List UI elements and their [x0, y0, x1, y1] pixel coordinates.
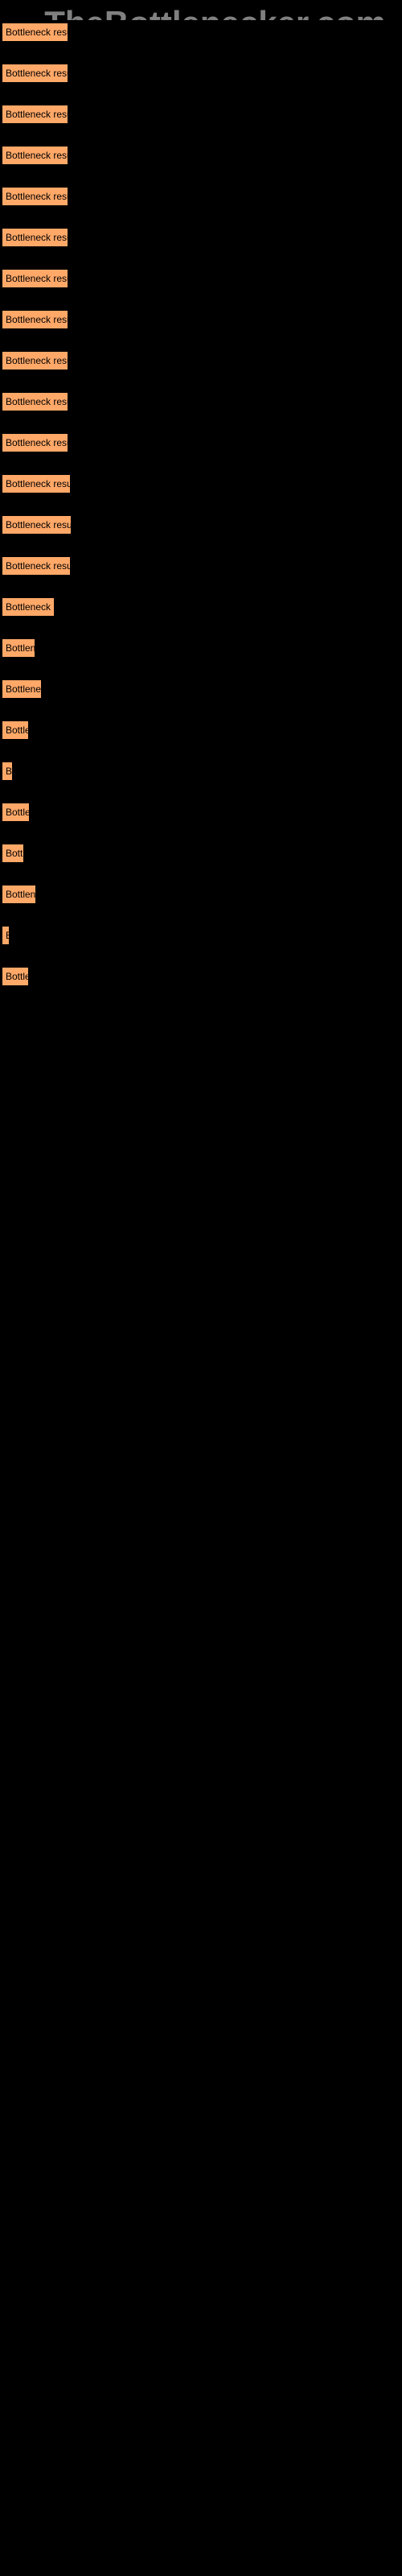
- bar-label: Bottleneck result: [6, 68, 68, 79]
- bar-label: Bottleneck result: [6, 355, 68, 366]
- chart-bar: Bottleneck result: [2, 392, 68, 411]
- bar-label: B: [6, 930, 9, 941]
- bar-label: Bottleneck result: [6, 560, 70, 572]
- chart-bar: Bottleneck result: [2, 64, 68, 83]
- chart-bar: Bottlene: [2, 638, 35, 658]
- bar-row: Bottleneck result: [2, 556, 402, 576]
- bar-label: Bottleneck result: [6, 519, 71, 530]
- chart-bar: Bottleneck result: [2, 105, 68, 124]
- bar-row: Bottleneck: [2, 679, 402, 699]
- bar-label: Bottleneck re: [6, 601, 54, 613]
- bar-label: Bottleneck result: [6, 232, 68, 243]
- bar-label: Bottlene: [6, 642, 35, 654]
- bar-label: Bo: [6, 766, 12, 777]
- bar-label: Bottleneck result: [6, 150, 68, 161]
- chart-bar: Bottleneck result: [2, 515, 72, 535]
- chart-bar: Bottle: [2, 803, 30, 822]
- chart-bar: Bottleneck result: [2, 23, 68, 42]
- chart-bar: Bo: [2, 762, 13, 781]
- bar-label: Bottleneck result: [6, 109, 68, 120]
- bar-row: Bottleneck result: [2, 228, 402, 247]
- bar-row: Bottlene: [2, 638, 402, 658]
- bar-label: Bottle: [6, 724, 28, 736]
- bar-label: Bottle: [6, 971, 28, 982]
- bar-row: Bottleneck result: [2, 433, 402, 452]
- bar-row: Bottleneck result: [2, 474, 402, 493]
- bar-label: Bottleneck result: [6, 273, 68, 284]
- bar-label: Bottleneck result: [6, 396, 68, 407]
- bar-row: Bottle: [2, 967, 402, 986]
- bar-row: Bottle: [2, 720, 402, 740]
- bar-row: Bottleneck result: [2, 105, 402, 124]
- chart-bar: Bottleneck result: [2, 474, 71, 493]
- bar-row: Bottleneck result: [2, 146, 402, 165]
- bar-row: Bottle: [2, 803, 402, 822]
- chart-bar: Bottleneck result: [2, 310, 68, 329]
- bar-row: Bottleneck result: [2, 515, 402, 535]
- chart-bar: Bottleneck result: [2, 146, 68, 165]
- bar-row: Bottleneck result: [2, 23, 402, 42]
- bar-label: Bottleneck result: [6, 478, 70, 489]
- bar-row: Bottleneck result: [2, 64, 402, 83]
- chart-bar: Bottleneck re: [2, 597, 55, 617]
- chart-bar: Bottleneck result: [2, 556, 71, 576]
- bar-label: Bottleneck result: [6, 27, 68, 38]
- chart-bar: Bottleneck result: [2, 187, 68, 206]
- chart-bar: Bottleneck result: [2, 433, 68, 452]
- chart-bar: Bottl: [2, 844, 24, 863]
- bar-row: Bottleneck result: [2, 392, 402, 411]
- bars-wrapper: Bottleneck result Bottleneck result Bottle…: [2, 23, 402, 1008]
- bar-row: Bottlene: [2, 885, 402, 904]
- bar-row: B: [2, 926, 402, 945]
- bar-label: Bottlene: [6, 889, 35, 900]
- chart-container: Bottleneck result Bottleneck result Bottle…: [0, 0, 402, 1055]
- chart-bar: Bottle: [2, 967, 29, 986]
- chart-bar: B: [2, 926, 10, 945]
- chart-bar: Bottleneck result: [2, 228, 68, 247]
- bar-row: Bottleneck re: [2, 597, 402, 617]
- bar-label: Bottleneck result: [6, 437, 68, 448]
- bar-label: Bottl: [6, 848, 23, 859]
- chart-bar: Bottleneck result: [2, 351, 68, 370]
- chart-bar: Bottlene: [2, 885, 36, 904]
- bar-label: Bottleneck: [6, 683, 41, 695]
- chart-bar: Bottle: [2, 720, 29, 740]
- bar-label: Bottle: [6, 807, 29, 818]
- bar-row: Bottl: [2, 844, 402, 863]
- chart-bar: Bottleneck result: [2, 269, 68, 288]
- bar-row: Bo: [2, 762, 402, 781]
- bar-row: Bottleneck result: [2, 351, 402, 370]
- bar-label: Bottleneck result: [6, 314, 68, 325]
- chart-bar: Bottleneck: [2, 679, 42, 699]
- bar-row: Bottleneck result: [2, 269, 402, 288]
- bar-row: Bottleneck result: [2, 187, 402, 206]
- bar-label: Bottleneck result: [6, 191, 68, 202]
- bar-row: Bottleneck result: [2, 310, 402, 329]
